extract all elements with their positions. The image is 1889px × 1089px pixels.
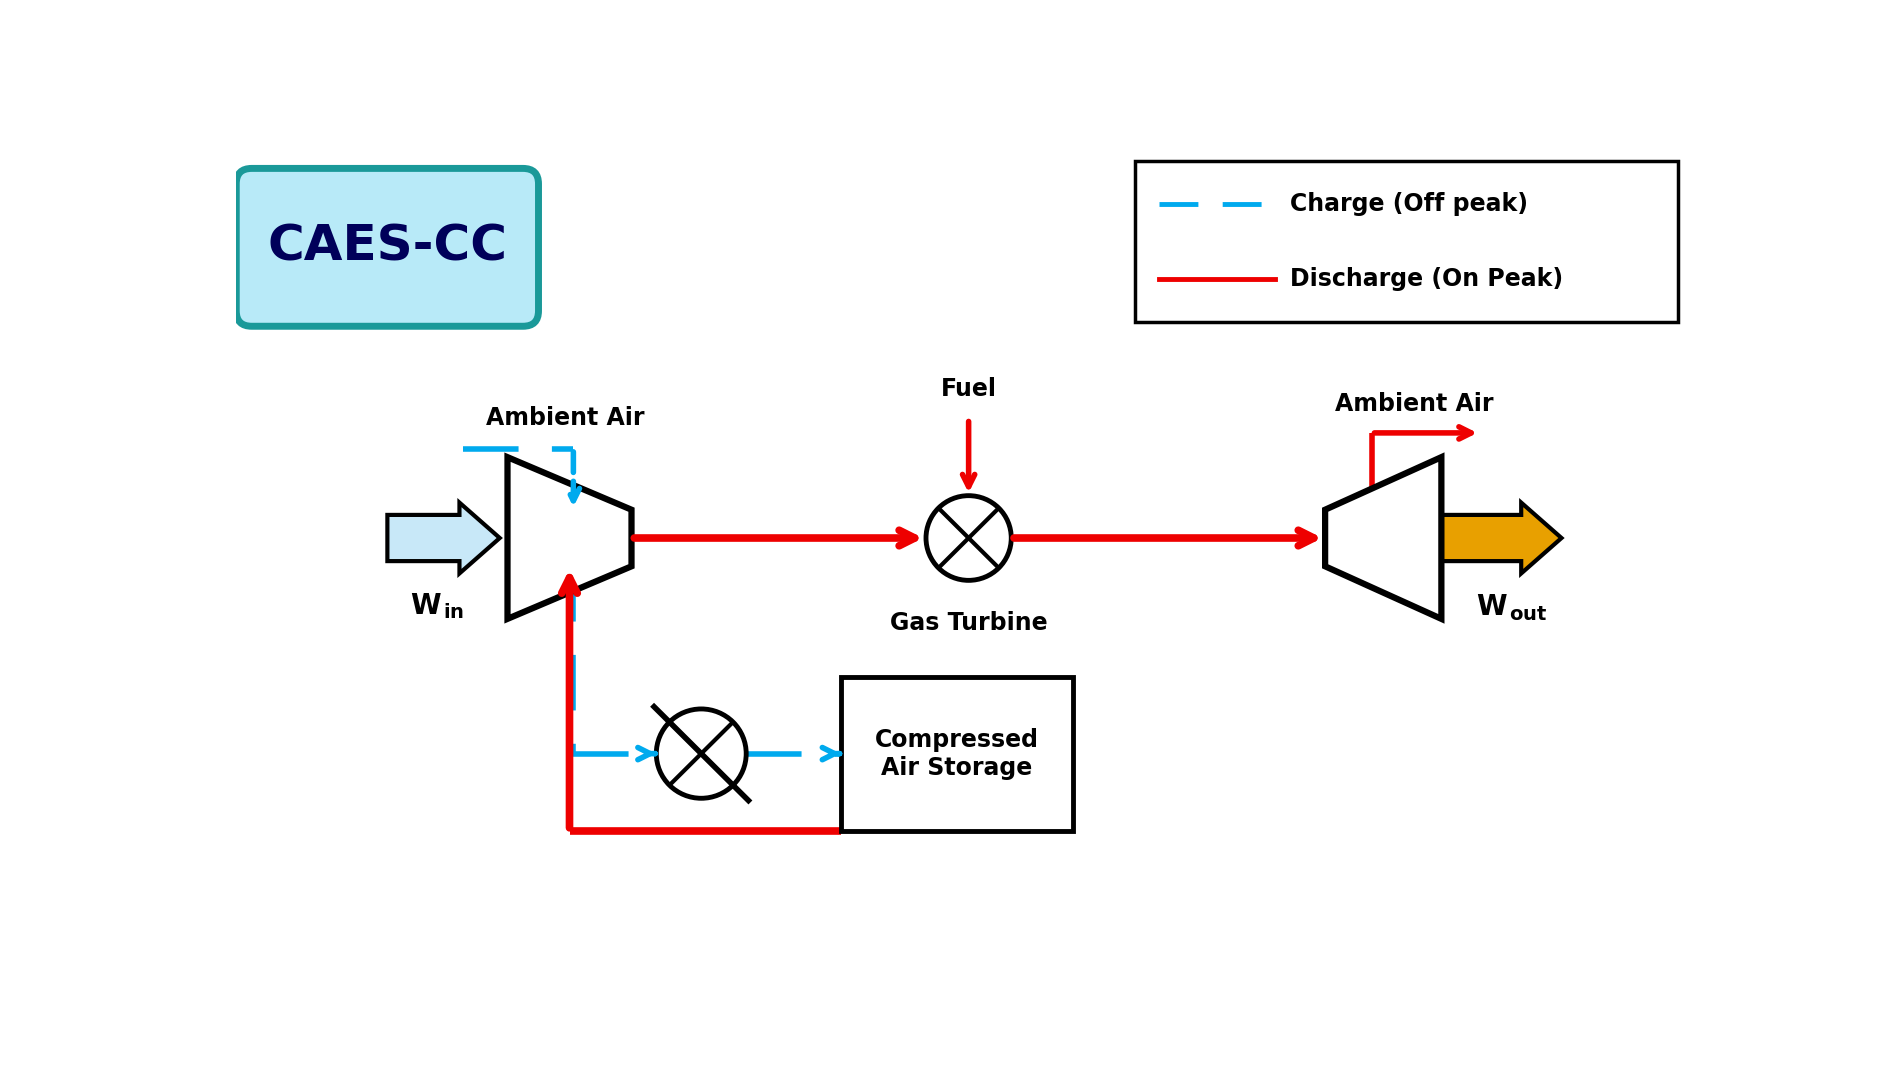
Circle shape (926, 495, 1011, 580)
Polygon shape (1324, 457, 1441, 619)
Polygon shape (508, 457, 631, 619)
Circle shape (655, 709, 746, 798)
Text: $\mathbf{in}$: $\mathbf{in}$ (442, 603, 465, 622)
Text: $\mathbf{W}$: $\mathbf{W}$ (1475, 594, 1507, 622)
Text: Ambient Air: Ambient Air (1334, 392, 1492, 416)
FancyArrow shape (387, 503, 499, 574)
Text: Gas Turbine: Gas Turbine (890, 611, 1047, 635)
FancyBboxPatch shape (236, 169, 538, 327)
Text: Ambient Air: Ambient Air (485, 406, 644, 430)
Text: Fuel: Fuel (941, 377, 996, 401)
Text: $\mathbf{W}$: $\mathbf{W}$ (410, 591, 442, 620)
Text: Discharge (On Peak): Discharge (On Peak) (1290, 267, 1562, 291)
Text: Compressed
Air Storage: Compressed Air Storage (875, 727, 1039, 780)
Bar (1135, 161, 1677, 322)
Text: Charge (Off peak): Charge (Off peak) (1290, 193, 1528, 217)
FancyArrow shape (1441, 503, 1560, 574)
Text: CAES-CC: CAES-CC (266, 223, 506, 271)
Text: $\mathbf{out}$: $\mathbf{out}$ (1507, 604, 1545, 624)
Bar (841, 676, 1073, 831)
